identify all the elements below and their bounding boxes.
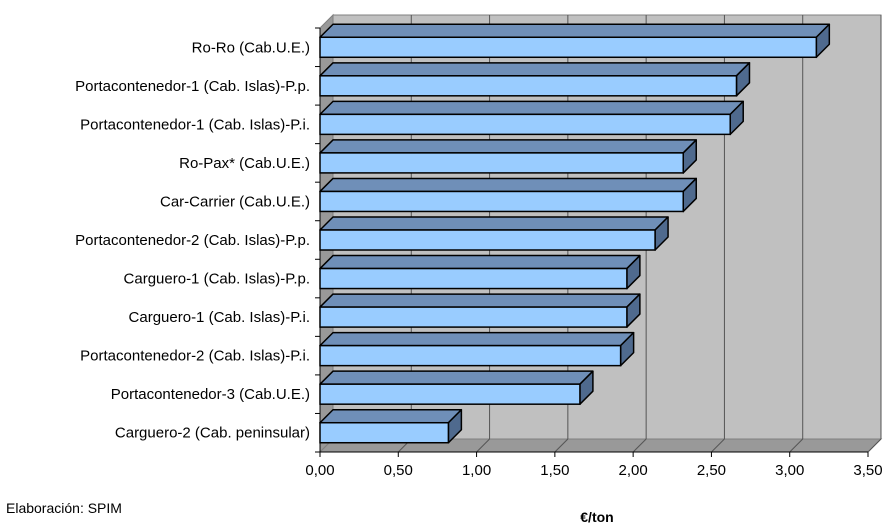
- bar-top: [319, 139, 697, 154]
- bar: [319, 113, 731, 136]
- bar-top: [319, 216, 669, 231]
- bar: [319, 306, 628, 328]
- category-label: Portacontenedor-2 (Cab. Islas)-P.i.: [80, 348, 310, 365]
- bar-top: [319, 177, 697, 193]
- bar-top: [319, 62, 751, 77]
- x-tick-label: 2,50: [697, 462, 726, 479]
- gridline-floor: [789, 438, 804, 453]
- bar: [319, 190, 684, 213]
- bar-top: [319, 293, 641, 308]
- x-axis-title: €/ton: [580, 509, 613, 525]
- bar: [319, 75, 738, 97]
- bar-top: [319, 331, 635, 347]
- bar: [319, 421, 450, 444]
- category-label: Portacontenedor-3 (Cab.U.E.): [111, 386, 310, 403]
- bar-top: [319, 100, 744, 116]
- bar: [319, 229, 656, 251]
- category-label: Ro-Pax* (Cab.U.E.): [179, 155, 310, 172]
- category-label: Car-Carrier (Cab.U.E.): [160, 193, 310, 210]
- gridline-floor: [476, 438, 490, 453]
- x-tick-label: 0,00: [305, 462, 334, 479]
- bar-top: [319, 254, 641, 270]
- bar: [319, 344, 622, 367]
- x-tick-label: 1,00: [462, 462, 491, 479]
- gridline-floor: [867, 438, 882, 453]
- category-label: Carguero-1 (Cab. Islas)-P.i.: [129, 309, 310, 326]
- x-tick-label: 1,50: [540, 462, 569, 479]
- category-label: Carguero-1 (Cab. Islas)-P.p.: [124, 271, 310, 288]
- category-label: Portacontenedor-1 (Cab. Islas)-P.p.: [75, 78, 310, 95]
- x-tick-label: 0,50: [384, 462, 413, 479]
- category-label: Ro-Ro (Cab.U.E.): [192, 39, 310, 56]
- bar-top: [319, 370, 594, 385]
- bar: [319, 36, 818, 59]
- x-tick-label: 2,00: [619, 462, 648, 479]
- x-tick-label: 3,50: [853, 462, 882, 479]
- bar-top: [319, 23, 831, 39]
- bar: [319, 267, 628, 290]
- bar: [319, 383, 581, 405]
- category-label: Portacontenedor-1 (Cab. Islas)-P.i.: [80, 116, 310, 133]
- category-label: Portacontenedor-2 (Cab. Islas)-P.p.: [75, 232, 310, 249]
- source-note: Elaboración: SPIM: [6, 500, 122, 516]
- bar: [319, 152, 684, 174]
- bar-top: [319, 408, 463, 424]
- category-label: Carguero-2 (Cab. peninsular): [115, 425, 310, 442]
- gridline-floor: [554, 438, 569, 453]
- gridline-floor: [632, 438, 647, 453]
- gridline-floor: [711, 438, 725, 453]
- x-tick-label: 3,00: [775, 462, 804, 479]
